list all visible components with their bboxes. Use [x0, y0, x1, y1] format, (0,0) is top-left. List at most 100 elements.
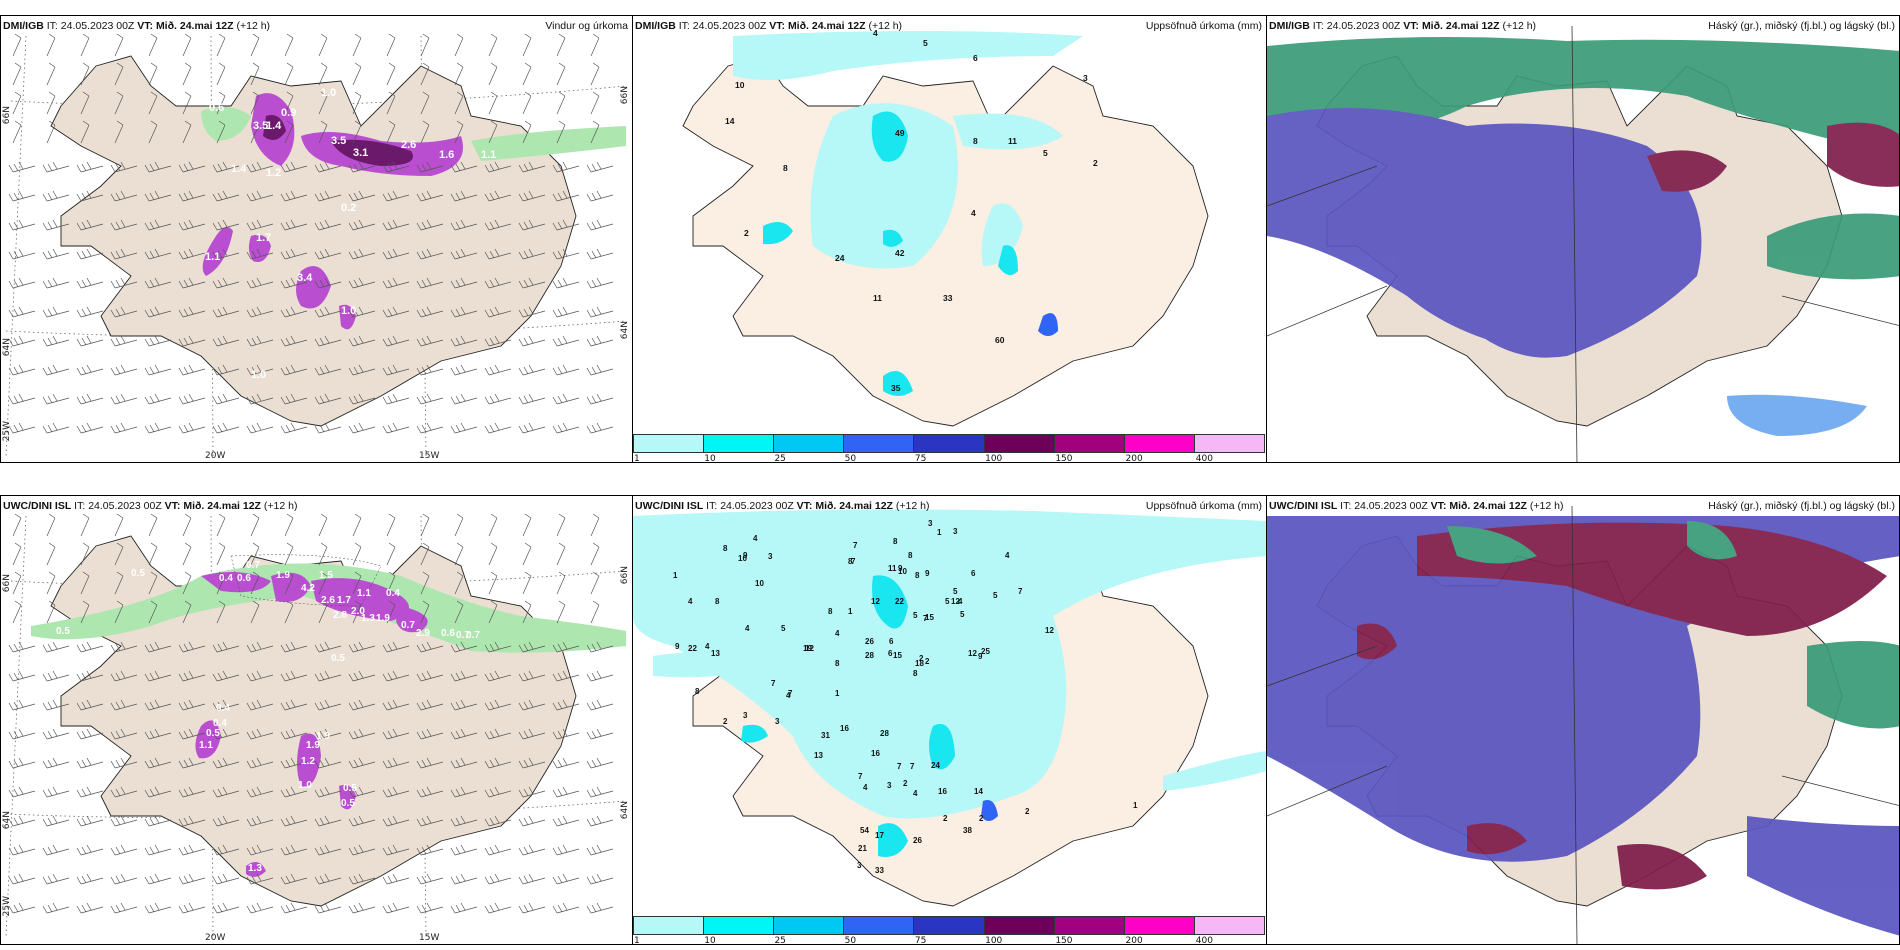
- wind-barb: [42, 699, 70, 711]
- wind-barb: [246, 844, 274, 856]
- colorbar-tick-label: 50: [844, 454, 857, 463]
- wind-barb: [76, 902, 104, 914]
- value-label: 4: [971, 208, 976, 218]
- panel-dmi-wind: 1.4 0.9 3.5 3.5 3.1 2.6 1.6 1.1 1.2 1.4 1.7 1.1 0.2 3…: [0, 15, 633, 463]
- wind-barb: [144, 873, 172, 885]
- value-label: 3: [928, 519, 933, 528]
- wind-barb: [590, 120, 600, 144]
- wind-barb: [212, 728, 240, 740]
- colorbar-ticks: 1 10 25 50 75 100 150 200 400: [633, 454, 1265, 463]
- wind-barb: [12, 600, 22, 624]
- wind-barb: [522, 600, 532, 624]
- colorbar-segment: [704, 917, 775, 934]
- wind-barb: [280, 161, 308, 173]
- wind-barb: [212, 670, 240, 682]
- value-label: 3.4: [297, 272, 313, 284]
- value-label: 4: [863, 783, 868, 792]
- value-label: 1.7: [256, 232, 271, 244]
- value-label: 1.9: [276, 570, 290, 581]
- value-label: 1.9: [376, 613, 390, 624]
- wind-barb: [420, 120, 430, 144]
- colorbar-segment: [1054, 917, 1125, 934]
- wind-barb: [46, 33, 56, 57]
- wind-barb: [318, 120, 328, 144]
- wind-barb: [8, 641, 36, 653]
- value-label: 18: [915, 659, 924, 668]
- value-label: 28: [880, 729, 889, 738]
- wind-barb: [552, 219, 580, 231]
- wind-barb: [484, 699, 512, 711]
- wind-barb: [314, 161, 342, 173]
- wind-precip-map: 0.50.70.4 0.6 1.94.21.52.6 1.71.1 0.40.32.8 2…: [5, 513, 627, 937]
- wind-barb: [246, 190, 274, 202]
- wind-barb: [352, 542, 362, 566]
- wind-barb: [250, 600, 260, 624]
- wind-barb: [450, 844, 478, 856]
- wind-barb: [12, 91, 22, 115]
- wind-barb: [484, 902, 512, 914]
- lead-time: (+12 h): [263, 500, 298, 512]
- wind-barb: [348, 335, 376, 347]
- wind-barb: [450, 190, 478, 202]
- wind-barb: [416, 190, 444, 202]
- value-label: 7: [788, 689, 793, 698]
- wind-barb: [386, 91, 396, 115]
- colorbar-tick-label: 100: [985, 936, 1003, 945]
- wind-barb: [348, 364, 376, 376]
- wind-barb: [280, 670, 308, 682]
- lat-label-66n: 66N: [2, 106, 12, 125]
- wind-barb: [522, 62, 532, 86]
- panel-title: Háský (gr.), miðský (fj.bl.) og lágský (…: [1708, 20, 1895, 32]
- wind-barb: [416, 670, 444, 682]
- wind-barb: [144, 277, 172, 289]
- wind-barb: [586, 844, 614, 856]
- wind-barb: [420, 62, 430, 86]
- value-label: 8: [835, 659, 840, 668]
- wind-barb: [488, 91, 498, 115]
- graticule: [1267, 25, 1899, 462]
- wind-barb: [212, 844, 240, 856]
- wind-barb: [318, 513, 328, 537]
- wind-barb: [80, 120, 90, 144]
- wind-barb: [416, 364, 444, 376]
- wind-barb: [144, 641, 172, 653]
- wind-barb: [76, 306, 104, 318]
- wind-barb: [450, 393, 478, 405]
- wind-barb: [178, 161, 206, 173]
- wind-barb: [484, 873, 512, 885]
- wind-barb: [178, 902, 206, 914]
- wind-barb: [314, 699, 342, 711]
- wind-barb: [556, 542, 566, 566]
- wind-barb: [586, 815, 614, 827]
- value-label: 2: [723, 717, 728, 726]
- wind-barb: [144, 902, 172, 914]
- wind-barb: [42, 815, 70, 827]
- wind-barb: [110, 873, 138, 885]
- wind-barb: [416, 248, 444, 260]
- wind-barb: [352, 91, 362, 115]
- wind-barb: [110, 844, 138, 856]
- lon-label-15w: 15W: [419, 933, 440, 943]
- wind-barb: [586, 699, 614, 711]
- wind-barb: [518, 641, 546, 653]
- wind-barb: [552, 670, 580, 682]
- value-label: 54: [860, 826, 869, 835]
- wind-barb: [416, 306, 444, 318]
- value-label: 0.9: [281, 107, 296, 119]
- panel-header: DMI/IGB IT: 24.05.2023 00Z VT: Mið. 24.m…: [3, 20, 271, 32]
- wind-barb: [416, 641, 444, 653]
- colorbar-segment: [984, 435, 1055, 452]
- colorbar-tick-label: 25: [774, 936, 786, 945]
- value-label: 4: [786, 691, 791, 700]
- colorbar-segment: [634, 917, 705, 934]
- value-label: 2: [1093, 158, 1098, 168]
- value-label: 5: [993, 591, 998, 600]
- wind-barb: [110, 699, 138, 711]
- value-label: 8: [848, 557, 853, 566]
- valid-time: Mið. 24.mai 12Z: [183, 500, 261, 512]
- colorbar-tick-label: 200: [1125, 936, 1143, 945]
- colorbar-segment: [1194, 435, 1264, 452]
- wind-barb: [144, 306, 172, 318]
- wind-barb: [484, 422, 512, 434]
